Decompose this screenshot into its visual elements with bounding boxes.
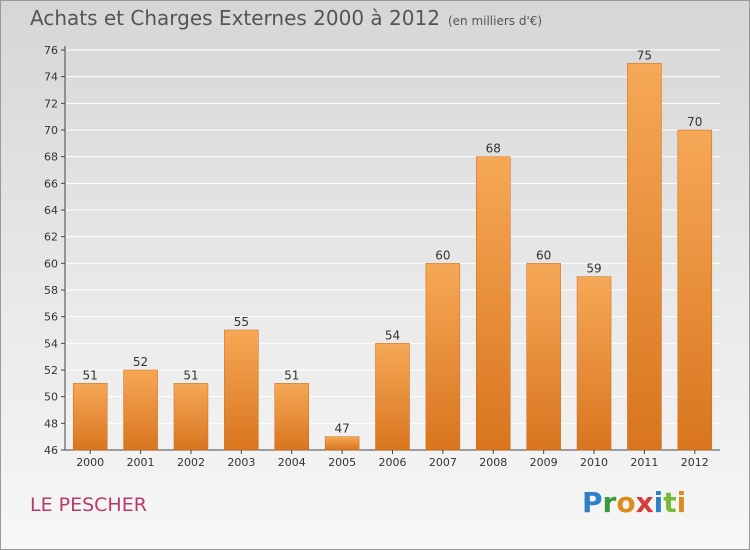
bar-value-label: 68 xyxy=(486,142,501,156)
y-tick-label: 70 xyxy=(44,124,58,137)
x-tick-label: 2008 xyxy=(479,456,507,469)
y-tick-label: 56 xyxy=(44,311,58,324)
y-tick-label: 52 xyxy=(44,364,58,377)
y-tick-label: 62 xyxy=(44,231,58,244)
bar-value-label: 54 xyxy=(385,328,400,342)
y-tick-label: 72 xyxy=(44,97,58,110)
bar-value-label: 51 xyxy=(83,368,98,382)
logo-letter: o xyxy=(616,486,636,519)
x-tick-label: 2001 xyxy=(127,456,155,469)
x-tick-label: 2005 xyxy=(328,456,356,469)
bar-value-label: 52 xyxy=(133,355,148,369)
x-tick-label: 2006 xyxy=(379,456,407,469)
logo-letter: x xyxy=(635,486,654,519)
bar-value-label: 60 xyxy=(435,248,450,262)
x-tick-label: 2012 xyxy=(681,456,709,469)
bar xyxy=(677,129,713,451)
bar xyxy=(425,263,461,451)
logo-letter: i xyxy=(676,486,687,519)
bar xyxy=(627,63,662,451)
y-tick-label: 68 xyxy=(44,151,58,164)
chart-title: Achats et Charges Externes 2000 à 2012 (e… xyxy=(30,6,542,30)
bar xyxy=(526,263,561,451)
bar xyxy=(375,343,410,451)
bar xyxy=(576,276,612,451)
x-tick-label: 2010 xyxy=(580,456,608,469)
y-tick-label: 60 xyxy=(44,257,58,270)
chart-unit: (en milliers d'€) xyxy=(447,14,543,28)
logo-letter: t xyxy=(663,486,677,519)
bar-value-label: 59 xyxy=(586,262,601,276)
y-tick-label: 66 xyxy=(44,177,58,190)
bar-value-label: 75 xyxy=(637,48,652,62)
bar xyxy=(274,383,309,451)
x-tick-label: 2000 xyxy=(76,456,104,469)
logo-letter: P xyxy=(582,486,603,519)
x-tick-label: 2003 xyxy=(227,456,255,469)
proxiti-logo: Proxiti xyxy=(582,486,686,519)
y-tick-label: 46 xyxy=(44,444,58,457)
y-tick-label: 50 xyxy=(44,391,58,404)
x-tick-label: 2004 xyxy=(278,456,306,469)
commune-name: LE PESCHER xyxy=(30,494,147,516)
bar-value-label: 47 xyxy=(334,422,349,436)
logo-letter: i xyxy=(653,486,664,519)
chart-title-text: Achats et Charges Externes 2000 à 2012 xyxy=(30,6,440,30)
bar-value-label: 51 xyxy=(284,368,299,382)
logo-letter: r xyxy=(602,486,617,519)
bar-value-label: 55 xyxy=(234,315,249,329)
x-tick-label: 2007 xyxy=(429,456,457,469)
bar xyxy=(72,383,108,451)
x-tick-label: 2011 xyxy=(630,456,658,469)
bar xyxy=(224,329,259,451)
bar xyxy=(173,383,209,451)
y-tick-label: 74 xyxy=(44,71,58,84)
y-tick-label: 58 xyxy=(44,284,58,297)
bar xyxy=(324,436,360,451)
bar xyxy=(123,369,158,451)
y-tick-label: 54 xyxy=(44,337,58,350)
bar-value-label: 70 xyxy=(687,115,702,129)
bar xyxy=(476,156,511,451)
bar-value-label: 51 xyxy=(183,368,198,382)
y-tick-label: 76 xyxy=(44,44,58,57)
x-tick-label: 2009 xyxy=(530,456,558,469)
y-tick-label: 48 xyxy=(44,417,58,430)
bar-value-label: 60 xyxy=(536,248,551,262)
x-tick-label: 2002 xyxy=(177,456,205,469)
y-tick-label: 64 xyxy=(44,204,58,217)
